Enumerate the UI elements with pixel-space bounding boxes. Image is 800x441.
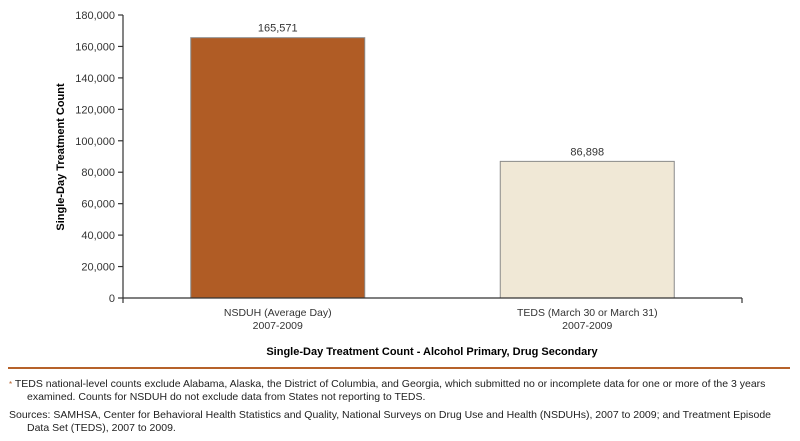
y-tick-label-6: 120,000 <box>75 104 115 116</box>
y-tick-label-1: 20,000 <box>81 262 115 274</box>
bar-0 <box>190 37 366 299</box>
x-tick-label-0-1: 2007-2009 <box>253 320 303 332</box>
footnote-teds: * TEDS national-level counts exclude Ala… <box>9 378 789 404</box>
x-tick-label-0-0: NSDUH (Average Day) <box>224 307 332 319</box>
x-tick-label-1-0: TEDS (March 30 or March 31) <box>517 307 658 319</box>
y-tick-label-2: 40,000 <box>81 230 115 242</box>
footnote-text: TEDS national-level counts exclude Alaba… <box>14 378 766 403</box>
y-tick-label-0: 0 <box>109 293 115 305</box>
sources-note: Sources: SAMHSA, Center for Behavioral H… <box>9 409 772 434</box>
data-label-1: 86,898 <box>570 146 604 158</box>
y-tick-label-9: 180,000 <box>75 10 115 22</box>
footnote-asterisk: * <box>9 380 13 389</box>
x-axis-label: Single-Day Treatment Count - Alcohol Pri… <box>266 346 598 358</box>
footnote-divider <box>8 367 790 369</box>
data-label-0: 165,571 <box>258 23 298 35</box>
y-axis-label: Single-Day Treatment Count <box>55 83 67 231</box>
y-tick-label-8: 160,000 <box>75 41 115 53</box>
y-tick-label-4: 80,000 <box>81 167 115 179</box>
y-tick-label-7: 140,000 <box>75 73 115 85</box>
bar-1 <box>499 160 675 299</box>
y-tick-label-5: 100,000 <box>75 136 115 148</box>
y-tick-label-3: 60,000 <box>81 199 115 211</box>
bar-chart: Single-Day Treatment Count Single-Day Tr… <box>55 10 743 358</box>
x-tick-label-1-1: 2007-2009 <box>562 320 612 332</box>
